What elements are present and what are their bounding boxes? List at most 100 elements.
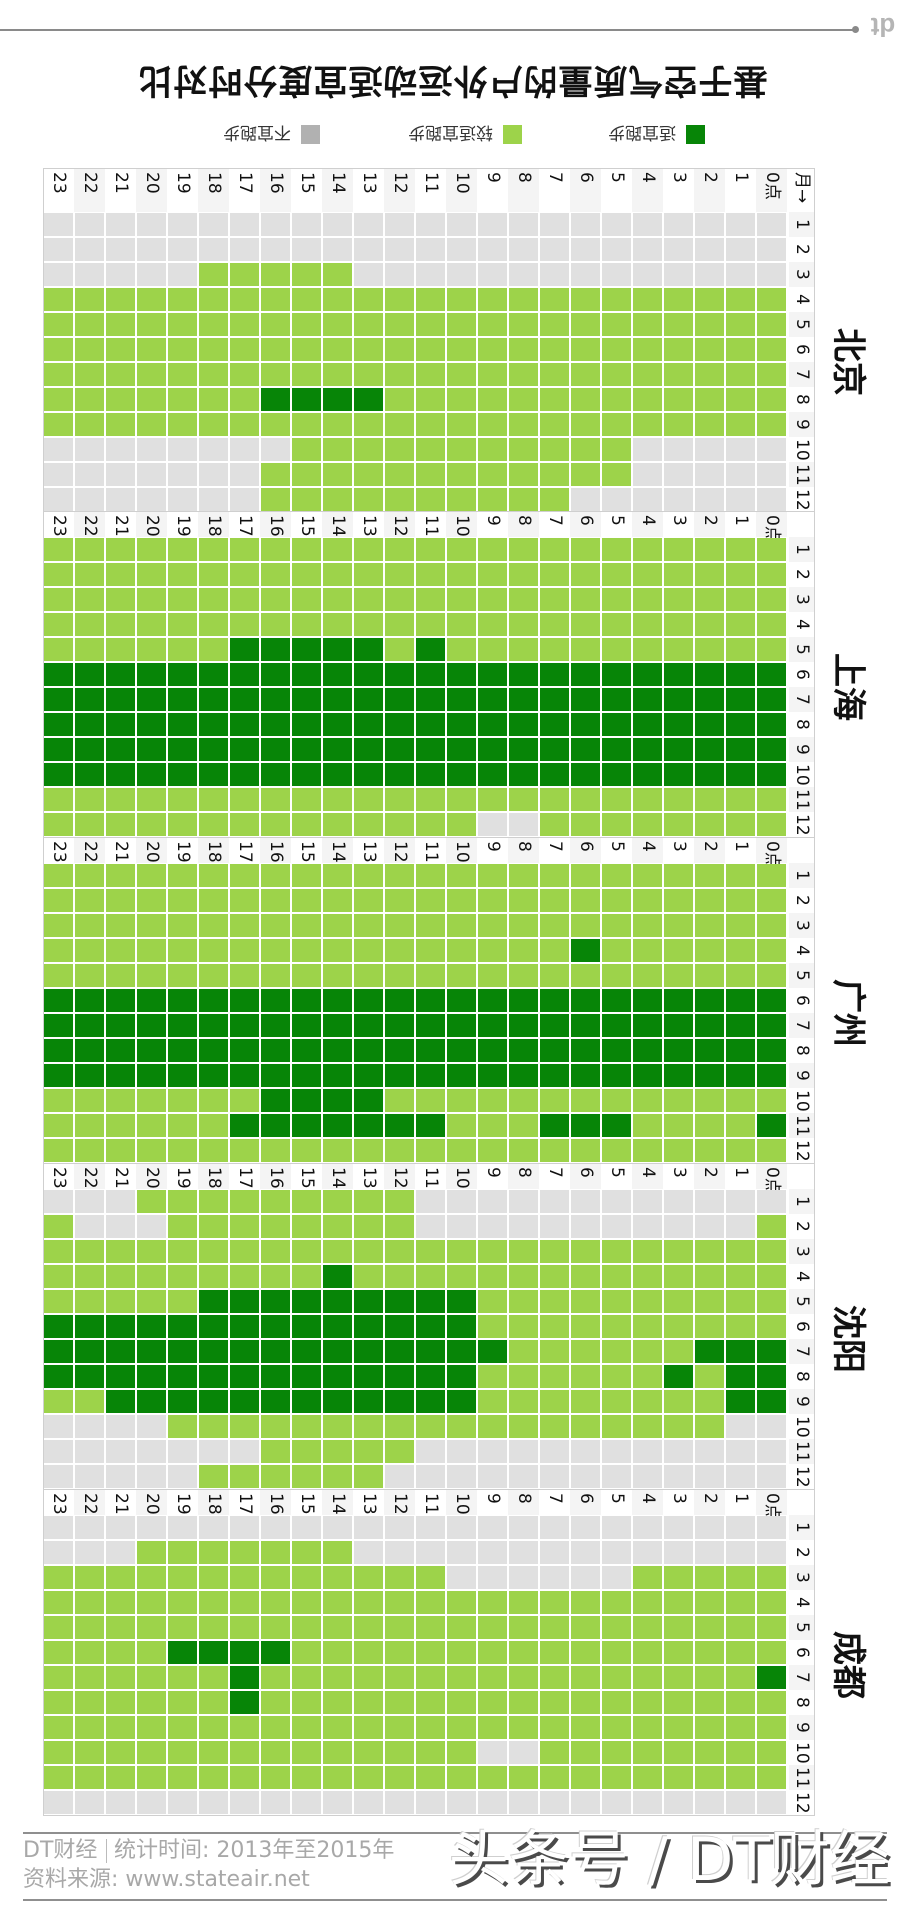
heatmap-cell bbox=[695, 1691, 724, 1714]
heatmap-cell bbox=[199, 388, 228, 411]
heatmap-cell bbox=[633, 1290, 662, 1313]
month-row-shade bbox=[789, 1239, 814, 1264]
hour-tick-label: 1 bbox=[731, 1493, 751, 1504]
heatmap-cell bbox=[540, 1089, 569, 1112]
heatmap-cell bbox=[168, 939, 197, 962]
hour-tick-label: 12 bbox=[390, 172, 410, 194]
heatmap-cell bbox=[385, 1415, 414, 1438]
heatmap-cell bbox=[633, 1390, 662, 1413]
heatmap-cell bbox=[602, 1139, 631, 1162]
heatmap-cell bbox=[757, 1215, 786, 1238]
heatmap-cell bbox=[695, 1390, 724, 1413]
heatmap-cell bbox=[664, 1265, 693, 1288]
heatmap-cell bbox=[230, 1766, 259, 1789]
heatmap-cell bbox=[447, 864, 476, 887]
heatmap-cell bbox=[571, 813, 600, 836]
heatmap-cell bbox=[106, 1440, 135, 1463]
heatmap-cell bbox=[323, 488, 352, 511]
heatmap-cell bbox=[106, 914, 135, 937]
heatmap-cell bbox=[726, 1340, 755, 1363]
heatmap-cell bbox=[385, 438, 414, 461]
heatmap-cell bbox=[106, 1114, 135, 1137]
heatmap-cell bbox=[44, 1215, 73, 1238]
heatmap-cell bbox=[695, 1516, 724, 1539]
heatmap-cell bbox=[633, 1215, 662, 1238]
hour-tick-label: 5 bbox=[607, 515, 627, 526]
heatmap-cell bbox=[137, 1139, 166, 1162]
heatmap-cell bbox=[416, 363, 445, 386]
heatmap-cell bbox=[292, 263, 321, 286]
month-tick-label: 9 bbox=[792, 744, 812, 755]
heatmap-cell bbox=[664, 1315, 693, 1338]
heatmap-cell bbox=[323, 964, 352, 987]
heatmap-cell bbox=[44, 1741, 73, 1764]
heatmap-cell bbox=[695, 989, 724, 1012]
heatmap-cell bbox=[168, 638, 197, 661]
hour-tick-label: 13 bbox=[359, 515, 379, 537]
hour-tick-label: 4 bbox=[638, 1493, 658, 1504]
heatmap-cell bbox=[571, 588, 600, 611]
heatmap-cell bbox=[292, 1691, 321, 1714]
heatmap-cell bbox=[385, 1666, 414, 1689]
hour-column-shade bbox=[570, 1490, 601, 1515]
heatmap-cell bbox=[106, 463, 135, 486]
heatmap-cell bbox=[230, 1290, 259, 1313]
heatmap-cell bbox=[168, 463, 197, 486]
heatmap-cell bbox=[323, 1039, 352, 1062]
heatmap-cell bbox=[602, 588, 631, 611]
heatmap-cell bbox=[602, 263, 631, 286]
heatmap-cell bbox=[75, 1039, 104, 1062]
heatmap-cell bbox=[75, 1064, 104, 1087]
heatmap-cell bbox=[726, 989, 755, 1012]
heatmap-cell bbox=[478, 488, 507, 511]
city-name-label: 上海 bbox=[828, 653, 868, 721]
heatmap-cell bbox=[323, 1265, 352, 1288]
heatmap-cell bbox=[385, 1741, 414, 1764]
heatmap-cell bbox=[75, 1716, 104, 1739]
heatmap-cell bbox=[757, 1039, 786, 1062]
heatmap-cell bbox=[509, 1691, 538, 1714]
heatmap-cell bbox=[757, 989, 786, 1012]
heatmap-cell bbox=[261, 288, 290, 311]
heatmap-cell bbox=[323, 1440, 352, 1463]
heatmap-cell bbox=[230, 438, 259, 461]
heatmap-cell bbox=[695, 1215, 724, 1238]
hour-tick-label: 23 bbox=[49, 1493, 69, 1515]
hour-tick-label: 2 bbox=[700, 1167, 720, 1178]
heatmap-cell bbox=[602, 1064, 631, 1087]
heatmap-cell bbox=[323, 1766, 352, 1789]
heatmap-cell bbox=[354, 914, 383, 937]
heatmap-cell bbox=[230, 288, 259, 311]
heatmap-cell bbox=[75, 1691, 104, 1714]
heatmap-cell bbox=[292, 688, 321, 711]
heatmap-cell bbox=[199, 1716, 228, 1739]
hour-tick-label: 16 bbox=[266, 1493, 286, 1515]
heatmap-cell bbox=[602, 788, 631, 811]
heatmap-cell bbox=[664, 713, 693, 736]
heatmap-cell bbox=[540, 363, 569, 386]
hour-tick-label: 22 bbox=[80, 1167, 100, 1189]
heatmap-cell bbox=[447, 1440, 476, 1463]
heatmap-cell bbox=[199, 1390, 228, 1413]
heatmap-cell bbox=[726, 1541, 755, 1564]
heatmap-cell bbox=[137, 964, 166, 987]
heatmap-cell bbox=[478, 288, 507, 311]
heatmap-cell bbox=[75, 889, 104, 912]
hour-column-shade bbox=[694, 838, 725, 863]
heatmap-cell bbox=[478, 1265, 507, 1288]
heatmap-cell bbox=[509, 1190, 538, 1213]
heatmap-cell bbox=[416, 1440, 445, 1463]
heatmap-cell bbox=[354, 538, 383, 561]
heatmap-cell bbox=[478, 738, 507, 761]
hour-column-shade bbox=[260, 512, 291, 537]
heatmap-cell bbox=[261, 1114, 290, 1137]
heatmap-cell bbox=[137, 1666, 166, 1689]
heatmap-cell bbox=[385, 538, 414, 561]
heatmap-cell bbox=[571, 613, 600, 636]
heatmap-cell bbox=[323, 413, 352, 436]
heatmap-cell bbox=[664, 939, 693, 962]
heatmap-cell bbox=[416, 738, 445, 761]
heatmap-cell bbox=[416, 1741, 445, 1764]
heatmap-cell bbox=[106, 413, 135, 436]
heatmap-cell bbox=[633, 288, 662, 311]
